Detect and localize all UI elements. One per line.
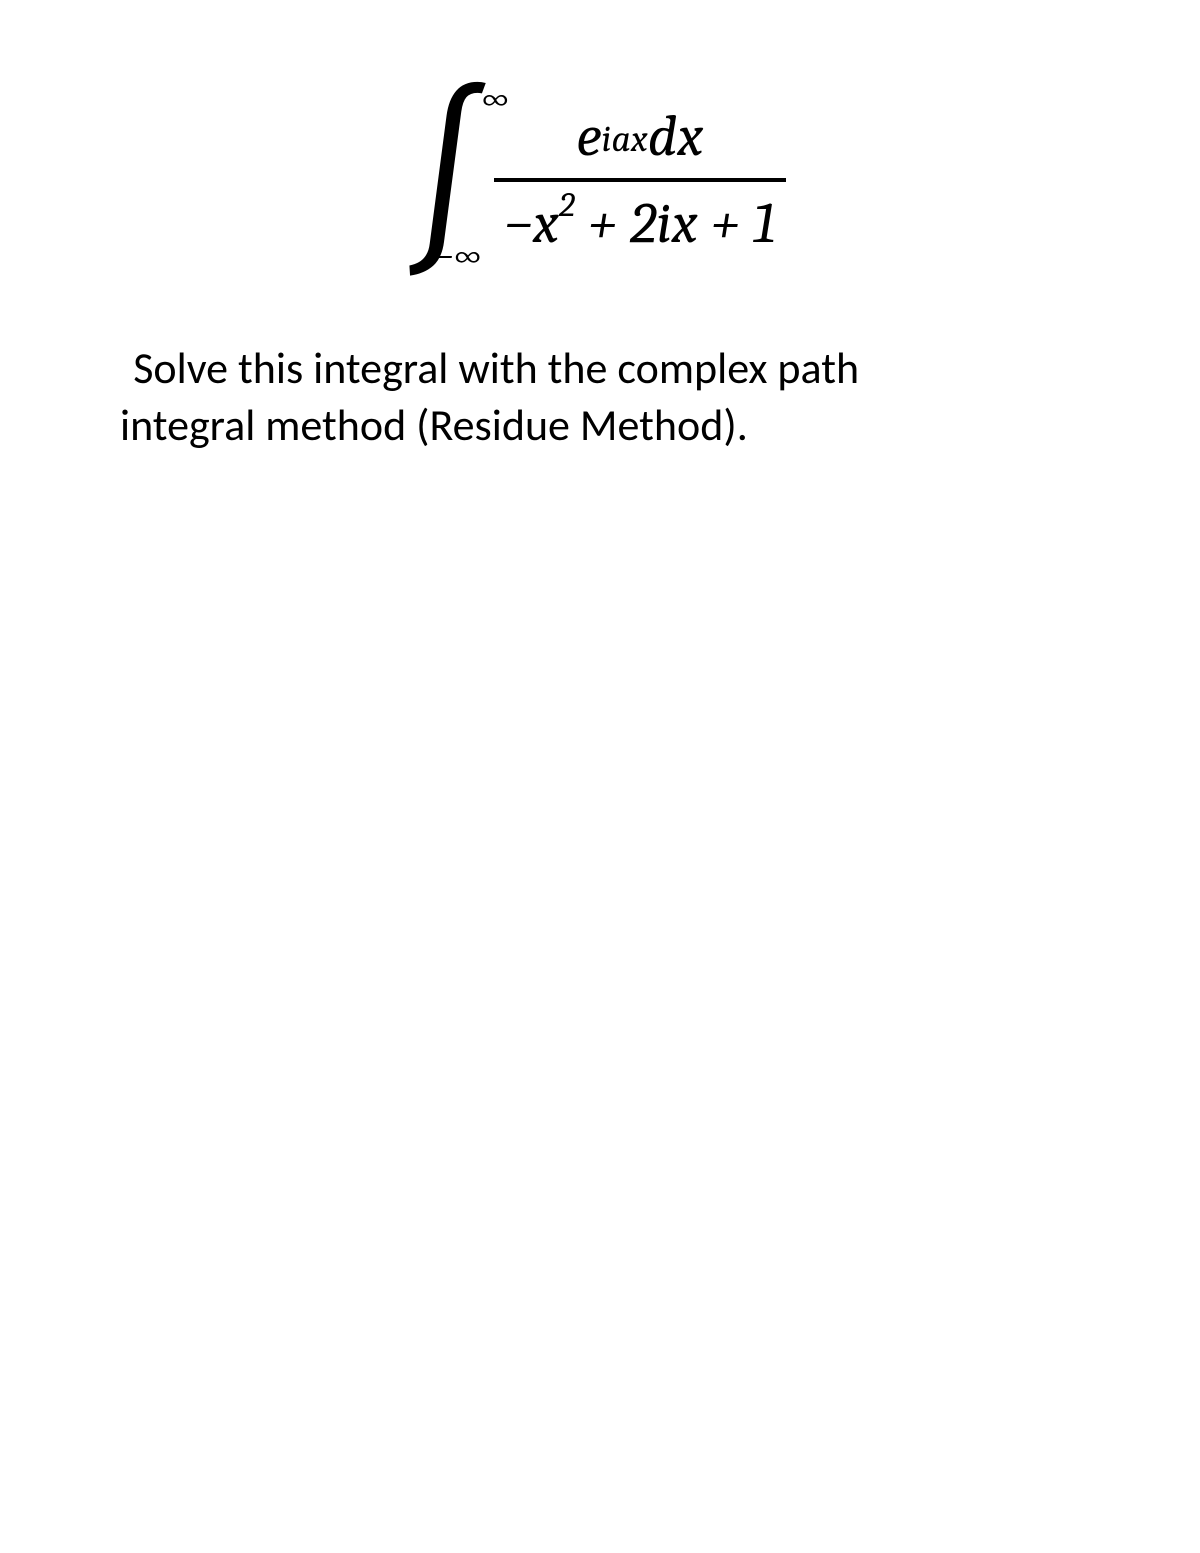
integral-sign: ∫ ∞ −∞ xyxy=(414,100,474,260)
denom-exp: 2 xyxy=(559,185,575,225)
integral-upper-limit: ∞ xyxy=(481,80,509,118)
denom-rest: + 2ix + 1 xyxy=(575,190,776,257)
numerator-base: e xyxy=(576,103,601,170)
fraction: eiax dx −x2 + 2ix + 1 xyxy=(494,103,786,257)
fraction-denominator: −x2 + 2ix + 1 xyxy=(494,182,786,257)
integral-expression: ∫ ∞ −∞ eiax dx −x2 + 2ix + 1 xyxy=(110,100,1090,260)
numerator-exponent: iax xyxy=(602,118,648,161)
numerator-dx: dx xyxy=(648,103,704,170)
fraction-numerator: eiax dx xyxy=(556,103,723,178)
denom-part1: −x xyxy=(504,190,559,257)
problem-text-line-2: integral method (Residue Method). xyxy=(120,397,1080,454)
problem-text: Solve this integral with the complex pat… xyxy=(110,340,1090,454)
problem-text-line-1: Solve this integral with the complex pat… xyxy=(120,340,1080,397)
integral-lower-limit: −∞ xyxy=(434,237,481,275)
